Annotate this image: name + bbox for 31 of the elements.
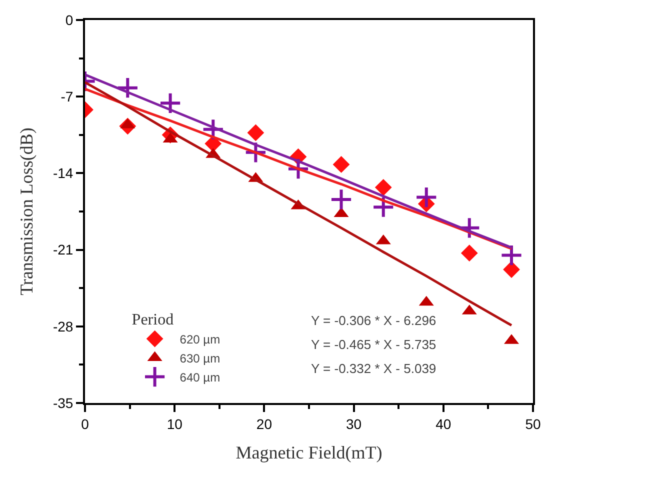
y-tick-label: -7: [60, 88, 74, 104]
point: [460, 244, 478, 262]
y-tick-label: -21: [52, 242, 74, 258]
point: [415, 186, 438, 209]
y-tick-label: -35: [52, 394, 74, 411]
x-tick-label: 40: [436, 416, 452, 432]
point: [159, 92, 182, 114]
x-tick-label: 10: [166, 416, 183, 432]
annotation: Y = -0.306 * X - 6.296: [311, 313, 436, 328]
legend-label: 640 µm: [180, 370, 220, 384]
point: [330, 188, 353, 211]
y-tick-label: 0: [65, 12, 74, 28]
y-tick-label: -14: [52, 165, 74, 182]
y-axis-title: Transmission Loss(dB): [16, 128, 37, 296]
point: [374, 178, 392, 196]
point: [247, 124, 264, 142]
y-tick-label: -28: [52, 318, 74, 334]
legend-title: Period: [132, 311, 174, 328]
legend-label: 630 µm: [180, 351, 220, 366]
annotation: Y = -0.332 * X - 5.039: [311, 361, 436, 376]
line-series: [85, 81, 513, 327]
point: [500, 244, 523, 267]
x-tick-label: 30: [346, 416, 362, 432]
x-tick-label: 50: [525, 416, 541, 432]
annotation: Y = -0.465 * X - 5.735: [311, 337, 436, 352]
point: [332, 156, 350, 173]
x-axis-title: Magnetic Field(mT): [236, 442, 382, 462]
x-tick-label: 0: [81, 416, 90, 432]
point: [116, 76, 139, 100]
legend-label: 620 µm: [180, 332, 220, 346]
x-tick-label: 20: [256, 416, 272, 432]
